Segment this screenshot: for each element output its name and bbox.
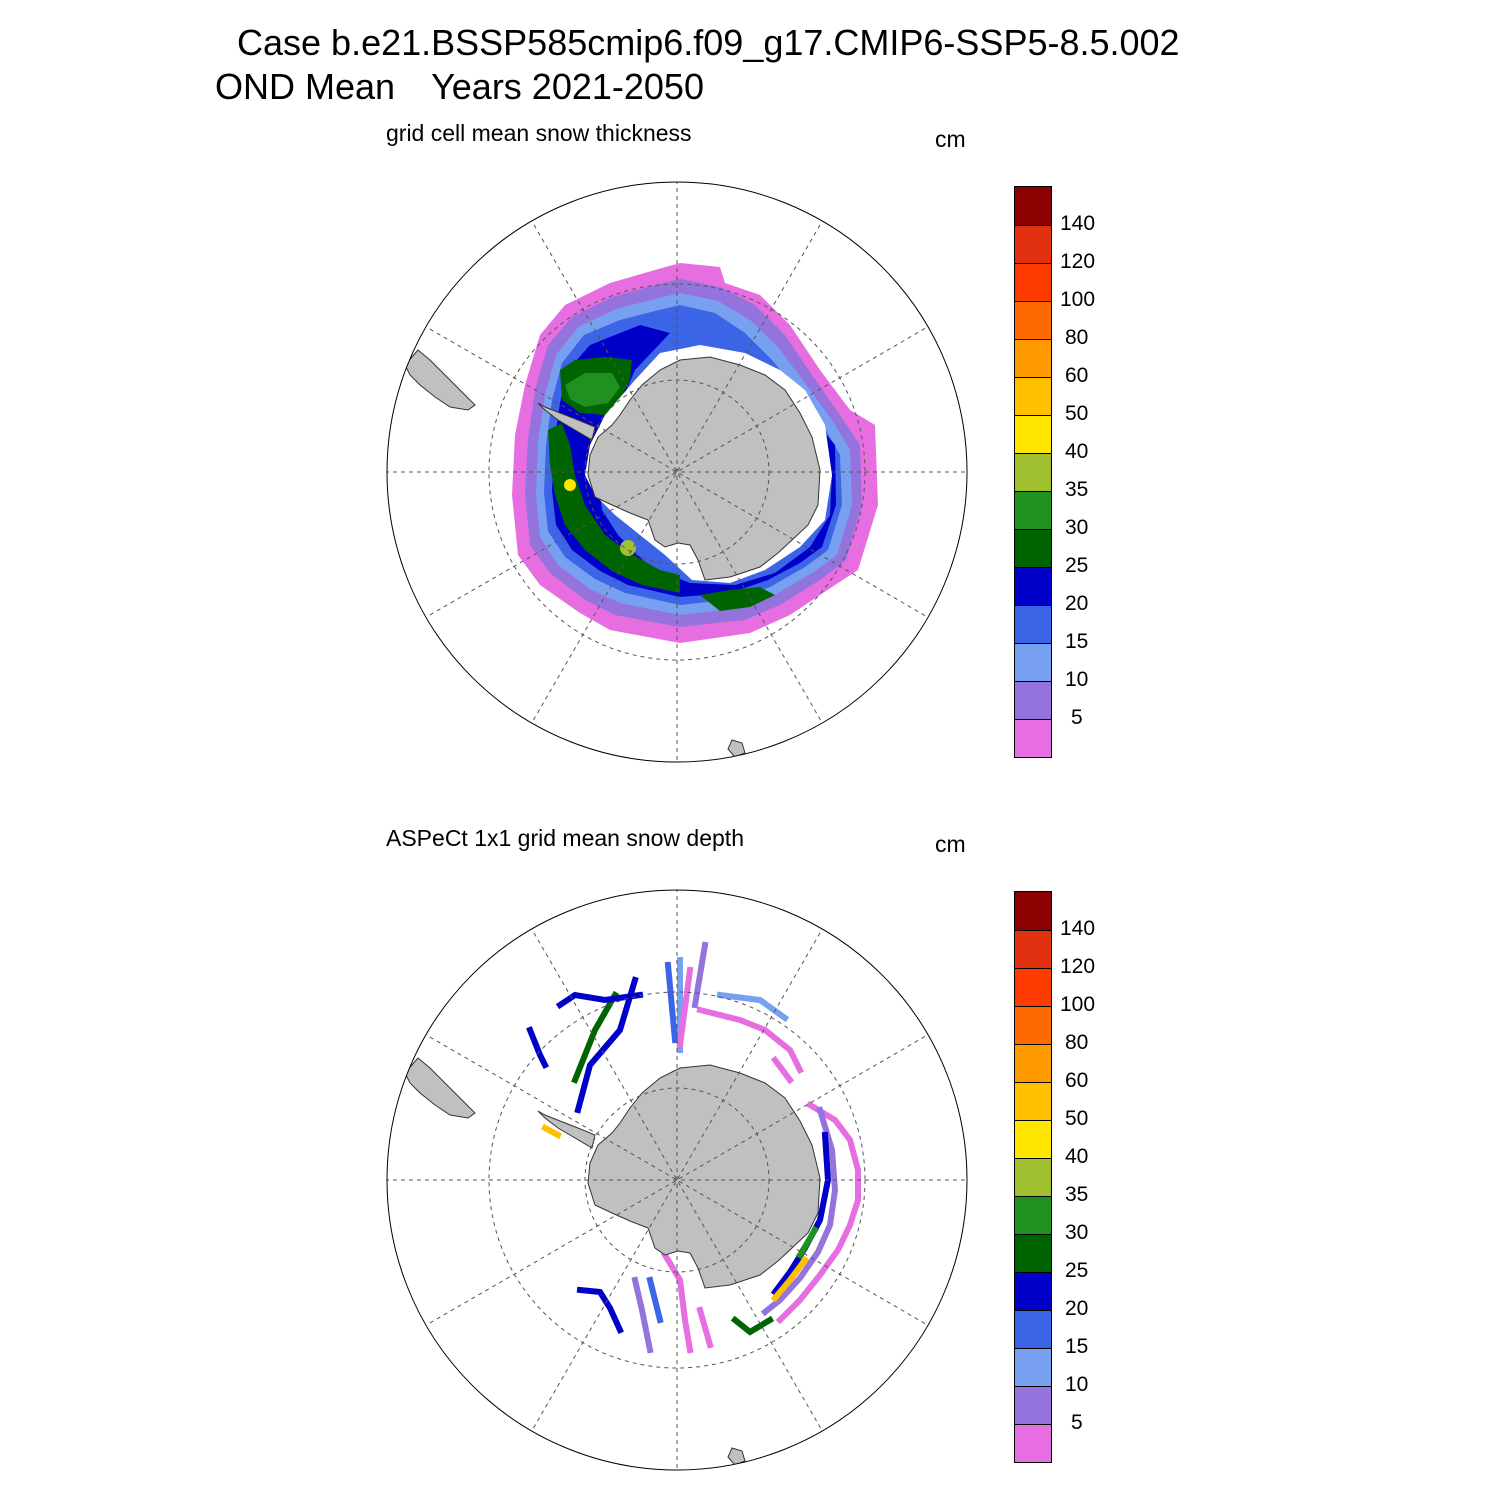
- panel1-units: cm: [935, 126, 966, 152]
- colorbar-swatch: [1015, 301, 1051, 339]
- years-label: Years 2021-2050: [431, 66, 704, 107]
- colorbar-swatch: [1015, 415, 1051, 453]
- snow-field-30cm-ross: [700, 587, 775, 611]
- colorbar-swatch: [1015, 930, 1051, 968]
- colorbar-level-label: 20: [1065, 592, 1089, 615]
- colorbar-swatch: [1015, 377, 1051, 415]
- colorbar-swatch: [1015, 1234, 1051, 1272]
- colorbar-swatch: [1015, 681, 1051, 719]
- colorbar-level-label: 20: [1065, 1297, 1089, 1320]
- colorbar-level-label: 25: [1065, 554, 1089, 577]
- colorbar-level-label: 60: [1065, 364, 1089, 387]
- colorbar-swatch: [1015, 567, 1051, 605]
- colorbar-level-label: 80: [1065, 1031, 1089, 1054]
- colorbar-level-label: 140: [1060, 212, 1096, 235]
- colorbar-level-label: 15: [1065, 1335, 1089, 1358]
- map-boundary: [386, 889, 968, 1471]
- panel2-title: ASPeCt 1x1 grid mean snow depth: [386, 825, 744, 851]
- colorbar-swatch: [1015, 605, 1051, 643]
- colorbar-swatch: [1015, 1006, 1051, 1044]
- colorbar-level-label: 35: [1065, 478, 1089, 501]
- antarctica-landmass: [587, 1064, 821, 1289]
- south-america-landmass: [404, 349, 476, 411]
- colorbar-level-label: 30: [1065, 516, 1089, 539]
- colorbar-swatch: [1015, 1158, 1051, 1196]
- colorbar-level-label: 120: [1060, 955, 1096, 978]
- colorbar-swatch: [1015, 1082, 1051, 1120]
- colorbar-swatch: [1015, 339, 1051, 377]
- snow-field-45cm: [564, 479, 576, 491]
- colorbar-level-label: 140: [1060, 917, 1096, 940]
- colorbar-swatch: [1015, 719, 1051, 757]
- snow-field-35cm: [565, 373, 620, 407]
- observation-tracks: [526, 941, 861, 1354]
- panel1-map: [386, 181, 968, 763]
- snow-field-30cm-peninsula: [548, 423, 680, 593]
- colorbar-swatch: [1015, 892, 1051, 930]
- colorbar-level-label: 80: [1065, 326, 1089, 349]
- panel1-colorbar: [1014, 186, 1052, 758]
- colorbar-swatch: [1015, 968, 1051, 1006]
- panel1-title: grid cell mean snow thickness: [386, 120, 692, 146]
- colorbar-swatch: [1015, 1120, 1051, 1158]
- colorbar-swatch: [1015, 1196, 1051, 1234]
- colorbar-swatch: [1015, 263, 1051, 301]
- season-title: OND Mean Years 2021-2050: [215, 66, 704, 108]
- season-label: OND Mean: [215, 66, 396, 107]
- colorbar-level-label: 50: [1065, 402, 1089, 425]
- graticule: [387, 182, 967, 762]
- colorbar-level-label: 35: [1065, 1183, 1089, 1206]
- panel2-colorbar: [1014, 891, 1052, 1463]
- colorbar-level-label: 30: [1065, 1221, 1089, 1244]
- colorbar-swatch: [1015, 1386, 1051, 1424]
- colorbar-swatch: [1015, 1424, 1051, 1462]
- colorbar-swatch: [1015, 225, 1051, 263]
- colorbar-level-label: 100: [1060, 993, 1096, 1016]
- colorbar-level-label: 50: [1065, 1107, 1089, 1130]
- colorbar-swatch: [1015, 1310, 1051, 1348]
- colorbar-swatch: [1015, 491, 1051, 529]
- colorbar-swatch: [1015, 453, 1051, 491]
- colorbar-level-label: 15: [1065, 630, 1089, 653]
- graticule: [387, 890, 967, 1470]
- colorbar-level-label: 5: [1071, 1411, 1083, 1434]
- colorbar-level-label: 5: [1071, 706, 1083, 729]
- colorbar-swatch: [1015, 643, 1051, 681]
- map-boundary: [386, 181, 968, 763]
- antarctic-peninsula: [537, 402, 596, 441]
- colorbar-swatch: [1015, 1272, 1051, 1310]
- south-america-landmass: [404, 1057, 476, 1119]
- colorbar-level-label: 25: [1065, 1259, 1089, 1282]
- colorbar-swatch: [1015, 187, 1051, 225]
- colorbar-level-label: 40: [1065, 440, 1089, 463]
- panel2-units: cm: [935, 831, 966, 857]
- antarctic-peninsula: [537, 1110, 596, 1149]
- colorbar-swatch: [1015, 1044, 1051, 1082]
- colorbar-level-label: 40: [1065, 1145, 1089, 1168]
- snow-field-40cm: [620, 540, 636, 556]
- case-title: Case b.e21.BSSP585cmip6.f09_g17.CMIP6-SS…: [237, 22, 1180, 63]
- colorbar-level-label: 100: [1060, 288, 1096, 311]
- colorbar-level-label: 10: [1065, 1373, 1089, 1396]
- colorbar-swatch: [1015, 1348, 1051, 1386]
- antarctica-landmass: [587, 356, 821, 581]
- colorbar-level-label: 60: [1065, 1069, 1089, 1092]
- colorbar-level-label: 120: [1060, 250, 1096, 273]
- colorbar-level-label: 10: [1065, 668, 1089, 691]
- colorbar-swatch: [1015, 529, 1051, 567]
- panel2-map: [386, 889, 968, 1471]
